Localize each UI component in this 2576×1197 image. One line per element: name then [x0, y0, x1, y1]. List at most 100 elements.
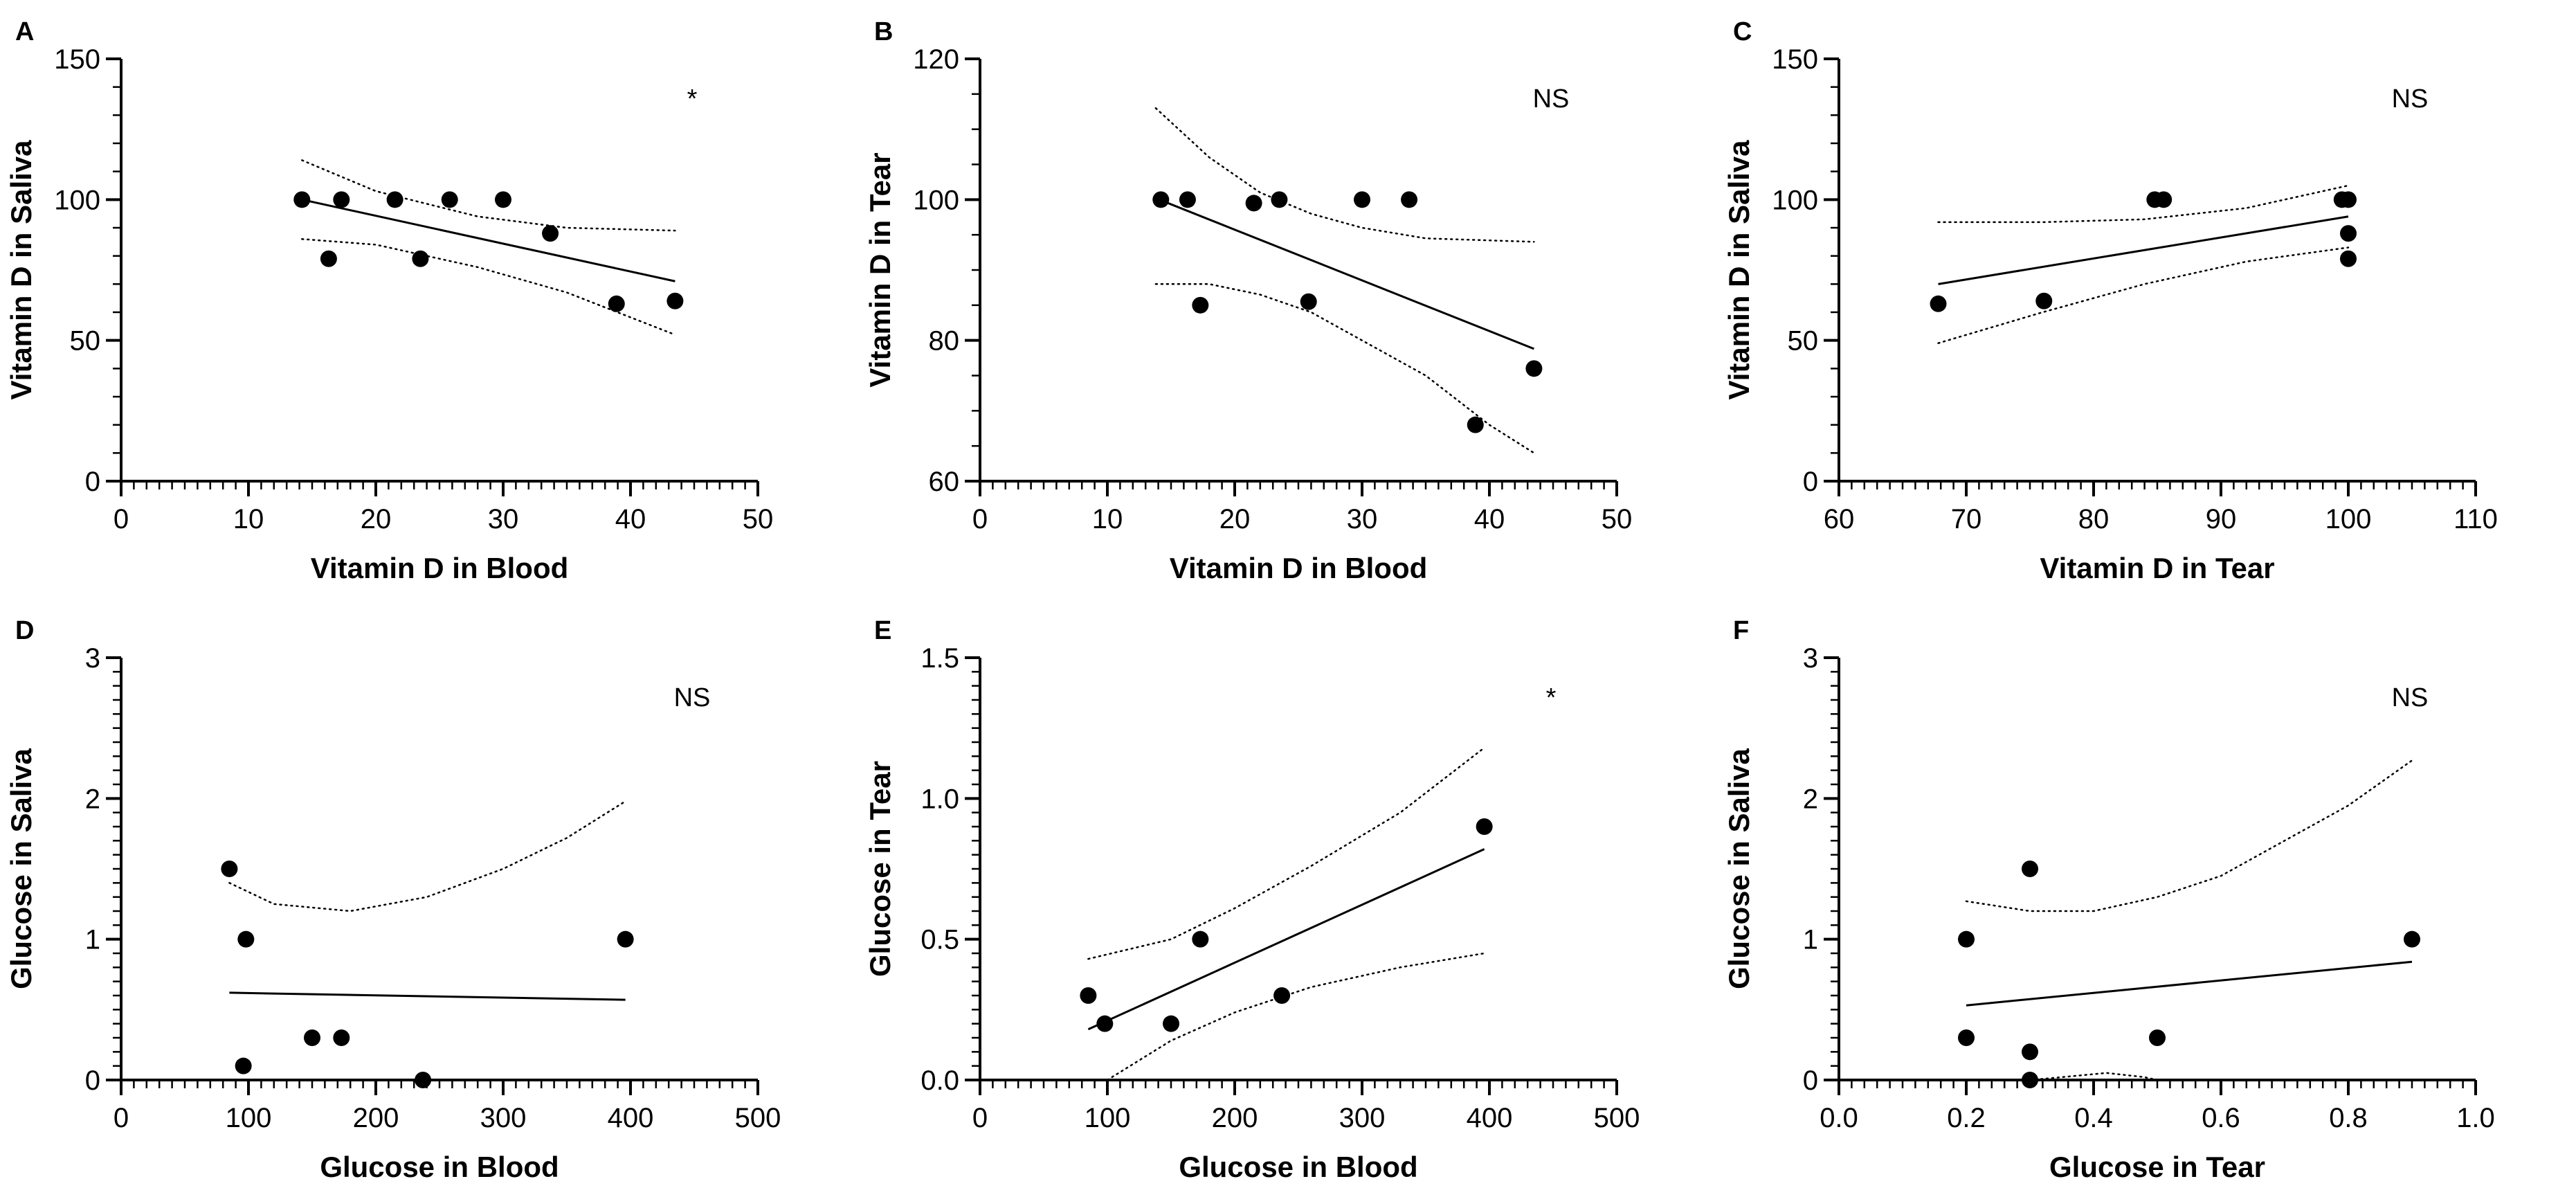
x-tick-label: 0.2	[1947, 1103, 1986, 1133]
panel-d-minor-ticks	[113, 656, 759, 1088]
x-tick-label: 110	[2453, 504, 2498, 534]
panel-b-data-point	[1525, 360, 1543, 377]
panel-b-x-axis-title: Vitamin D in Blood	[1170, 552, 1428, 584]
x-tick-label: 60	[1824, 504, 1855, 534]
panel-e-letter: E	[874, 616, 891, 645]
panel-d-data-point	[333, 1029, 350, 1046]
x-tick-label: 400	[608, 1103, 654, 1133]
x-tick-label: 0	[972, 504, 988, 534]
panel-d-data-point	[221, 861, 238, 877]
x-tick-label: 0	[114, 1103, 129, 1133]
panel-b-minor-ticks	[972, 57, 1618, 489]
x-tick-label: 1.0	[2456, 1103, 2495, 1133]
panel-b-data-point	[1271, 191, 1288, 208]
panel-e-regression-line	[1087, 848, 1485, 1031]
panel-d-data-point	[617, 930, 634, 948]
panel-a-y-axis-title: Vitamin D in Saliva	[5, 140, 37, 400]
panel-a-data-point	[441, 191, 458, 208]
x-tick-label: 50	[743, 504, 774, 534]
panel-b-y-axis-title: Vitamin D in Tear	[864, 152, 896, 387]
panel-f-regression-line	[1966, 960, 2413, 1007]
panel-c-y-axis-title: Vitamin D in Saliva	[1723, 140, 1755, 400]
panel-c-data-point	[2340, 191, 2357, 208]
panel-c-x-axis-title: Vitamin D in Tear	[2040, 552, 2274, 584]
panel-a-data-point	[412, 250, 429, 267]
panel-d-regression-line	[229, 991, 626, 1001]
x-tick-label: 300	[480, 1103, 527, 1133]
y-tick-label: 150	[54, 44, 100, 75]
x-tick-label: 0.0	[1820, 1103, 1858, 1133]
x-tick-label: 200	[353, 1103, 399, 1133]
x-tick-label: 30	[1347, 504, 1378, 534]
x-tick-label: 500	[735, 1103, 781, 1133]
panel-a-data-point	[320, 250, 337, 267]
panel-a-letter: A	[15, 17, 34, 46]
x-tick-label: 50	[1602, 504, 1633, 534]
x-tick-label: 70	[1951, 504, 1982, 534]
panel-c-minor-ticks	[1831, 57, 2477, 489]
panel-b-data-point	[1245, 195, 1262, 212]
panel-f-data-point	[2404, 930, 2420, 948]
y-tick-label: 1	[85, 925, 100, 955]
panel-b-data-point	[1179, 191, 1196, 208]
panel-a-x-axis-title: Vitamin D in Blood	[311, 552, 569, 584]
panel-c-data-point	[2155, 191, 2173, 208]
y-tick-label: 1.5	[920, 643, 959, 674]
panel-a-minor-ticks	[113, 57, 759, 489]
y-tick-label: 0	[85, 467, 100, 497]
panel-f-minor-ticks	[1831, 656, 2477, 1088]
panel-f-letter: F	[1733, 616, 1749, 645]
panel-e-x-axis-title: Glucose in Blood	[1179, 1151, 1417, 1183]
y-tick-label: 100	[54, 185, 100, 215]
panel-d-letter: D	[15, 616, 34, 645]
panel-a-regression-line	[301, 198, 675, 282]
panel-d: D 0 100 200 300 400 500 0 1 2 3 Glucose in Blood Glu…	[0, 599, 858, 1197]
panel-f-significance: NS	[2392, 683, 2429, 712]
y-tick-label: 50	[1788, 326, 1819, 357]
panel-f-chart: F 0.0 0.2 0.4 0.6 0.8 1.0 0 1 2 3 Glucose in Tear Gl…	[1723, 616, 2495, 1183]
y-tick-label: 80	[929, 326, 960, 357]
x-tick-label: 0.6	[2202, 1103, 2240, 1133]
panel-b-data-point	[1467, 416, 1484, 433]
panel-b: B 0 10 20 30 40 50 60 80 100 120 Vitamin D in Blood…	[859, 0, 1717, 598]
y-tick-label: 100	[913, 185, 959, 215]
panel-a-chart: A 0 10 20 30 40 50 0 50 100 150 Vitamin D in Blood V…	[5, 17, 774, 584]
y-tick-label: 3	[1803, 643, 1818, 674]
x-tick-label: 0	[114, 504, 129, 534]
x-tick-label: 100	[2325, 504, 2372, 534]
panel-e-data-point	[1096, 1015, 1114, 1032]
panel-b-data-point	[1401, 191, 1418, 208]
panel-a-data-point	[666, 292, 684, 309]
panel-b-ci-lower	[1154, 283, 1535, 454]
x-tick-label: 90	[2206, 504, 2237, 534]
panel-b-ci-upper	[1154, 107, 1535, 243]
x-tick-label: 80	[2078, 504, 2110, 534]
panel-a-data-point	[386, 191, 403, 208]
panel-f-data-point	[1958, 1029, 1975, 1046]
panel-f-data-point	[2022, 1043, 2038, 1061]
x-tick-label: 100	[226, 1103, 272, 1133]
panel-d-data-point	[237, 930, 255, 948]
panel-b-chart: B 0 10 20 30 40 50 60 80 100 120 Vitamin D in Blood…	[864, 17, 1633, 584]
panel-f-ci-lower	[2029, 1072, 2159, 1081]
y-tick-label: 0	[1803, 1065, 1818, 1096]
panel-e-data-point	[1163, 1015, 1179, 1032]
panel-f-data-point	[2022, 1072, 2038, 1088]
x-tick-label: 20	[1219, 504, 1251, 534]
panel-a-ci-upper	[301, 159, 676, 232]
panel-e-data-point	[1476, 818, 1493, 835]
panel-d-data-point	[304, 1029, 320, 1046]
panel-d-data-point	[235, 1057, 252, 1074]
y-tick-label: 0	[1803, 467, 1818, 497]
panel-b-regression-line	[1155, 197, 1534, 350]
panel-c-ci-upper	[1937, 184, 2350, 224]
x-tick-label: 400	[1467, 1103, 1513, 1133]
panel-d-significance: NS	[674, 683, 711, 712]
panel-c-letter: C	[1733, 17, 1752, 46]
x-tick-label: 10	[1092, 504, 1123, 534]
x-tick-label: 0	[972, 1103, 988, 1133]
y-tick-label: 120	[913, 44, 959, 75]
x-tick-label: 20	[361, 504, 392, 534]
y-tick-label: 0.5	[920, 925, 959, 955]
panel-b-data-point	[1354, 191, 1370, 208]
